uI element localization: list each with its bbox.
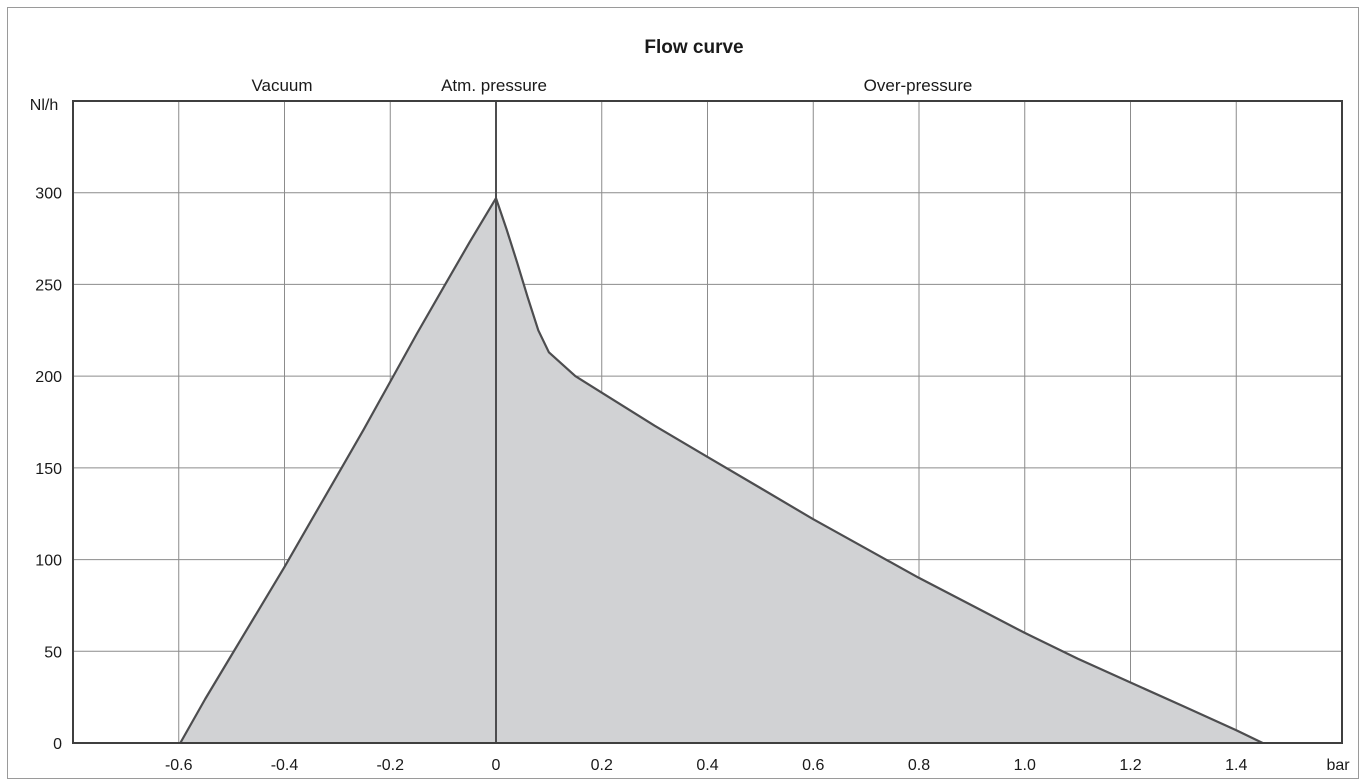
y-tick-label: 50 bbox=[44, 644, 62, 661]
chart-frame bbox=[7, 7, 1359, 779]
region-label-vacuum: Vacuum bbox=[251, 76, 312, 95]
plot-border bbox=[72, 100, 1343, 744]
x-tick-label: 0 bbox=[492, 757, 501, 774]
x-tick-label: -0.4 bbox=[271, 757, 299, 774]
x-tick-label: -0.6 bbox=[165, 757, 193, 774]
region-label-atm-pressure: Atm. pressure bbox=[441, 76, 547, 95]
y-axis-label: Nl/h bbox=[30, 97, 58, 114]
tick-labels: -0.6 -0.4 -0.2 0 0.2 0.4 0.6 0.8 1.0 1.2 1.4 0 50 100… bbox=[35, 186, 1247, 774]
y-tick-label: 100 bbox=[35, 553, 62, 570]
x-tick-label: 0.6 bbox=[802, 757, 824, 774]
x-tick-label: -0.2 bbox=[376, 757, 404, 774]
y-tick-label: 200 bbox=[35, 369, 62, 386]
y-tick-label: 250 bbox=[35, 277, 62, 294]
y-tick-label: 300 bbox=[35, 186, 62, 203]
x-tick-label: 1.4 bbox=[1225, 757, 1247, 774]
y-tick-label: 150 bbox=[35, 461, 62, 478]
x-axis-label: bar bbox=[1326, 757, 1350, 774]
chart-title: Flow curve bbox=[644, 37, 743, 58]
x-tick-label: 0.8 bbox=[908, 757, 930, 774]
x-tick-label: 0.2 bbox=[591, 757, 613, 774]
flow-curve-area bbox=[180, 198, 1263, 743]
x-tick-label: 1.2 bbox=[1119, 757, 1141, 774]
x-tick-label: 1.0 bbox=[1014, 757, 1036, 774]
region-label-over-pressure: Over-pressure bbox=[864, 76, 973, 95]
flow-curve-line bbox=[179, 197, 1264, 744]
plot-area bbox=[72, 100, 1343, 744]
x-tick-label: 0.4 bbox=[696, 757, 718, 774]
y-tick-label: 0 bbox=[53, 736, 62, 753]
